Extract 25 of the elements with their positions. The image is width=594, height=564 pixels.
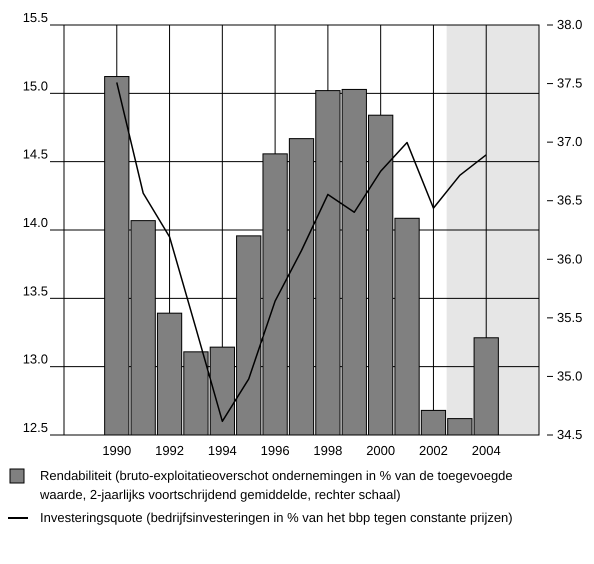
y2-tick-label: 38.0 bbox=[557, 17, 582, 32]
y-tick-label: 13.5 bbox=[22, 283, 48, 298]
x-tick-label: 1992 bbox=[155, 443, 184, 458]
x-tick-label: 1994 bbox=[208, 443, 237, 458]
y-tick-label: 15.5 bbox=[22, 10, 48, 25]
y2-tick-label: 35.0 bbox=[557, 368, 582, 384]
x-tick-label: 2004 bbox=[472, 443, 501, 458]
legend-label: Investeringsquote (bedrijfsinvesteringen in % van het bbp tegen constante prijzen) bbox=[40, 510, 513, 525]
y-tick-label: 12.5 bbox=[22, 420, 48, 435]
y2-tick-label: 37.5 bbox=[557, 76, 582, 91]
x-tick-label: 2000 bbox=[366, 443, 396, 458]
x-tick-label: 2002 bbox=[418, 443, 448, 458]
legend-label: Rendabiliteit (bruto-exploitatieoverschot ondernemingen in % van de toegevoegde waarde, 2-jaarlijks voortschrijdend gemiddelde, rechter schaal) bbox=[39, 468, 513, 502]
y2-tick-label: 34.5 bbox=[557, 427, 582, 442]
y2-tick-label: 36.5 bbox=[557, 192, 582, 208]
x-tick-label: 1998 bbox=[313, 443, 342, 458]
y-tick-label: 13.0 bbox=[22, 352, 48, 367]
y-tick-label: 15.0 bbox=[22, 78, 48, 94]
x-tick-label: 1990 bbox=[102, 443, 132, 458]
y2-tick-label: 35.5 bbox=[557, 310, 582, 325]
y-tick-label: 14.0 bbox=[22, 215, 48, 230]
y2-tick-label: 36.0 bbox=[557, 251, 582, 266]
y-tick-label: 14.5 bbox=[22, 146, 48, 162]
y2-tick-label: 37.0 bbox=[557, 134, 582, 150]
x-tick-label: 1996 bbox=[260, 443, 290, 458]
